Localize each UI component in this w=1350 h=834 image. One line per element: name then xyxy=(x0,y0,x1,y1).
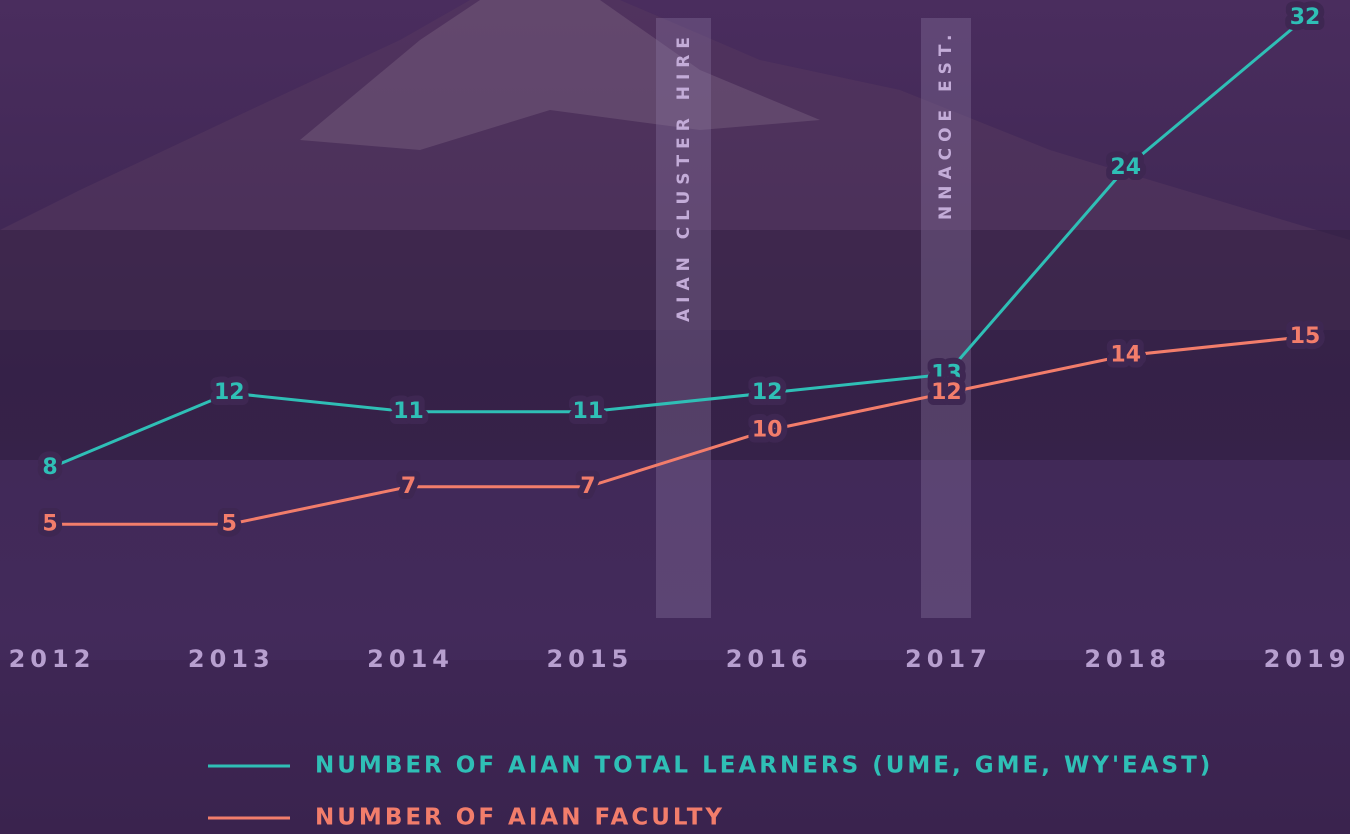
data-label: 7 xyxy=(580,474,595,499)
data-label: 15 xyxy=(1290,324,1321,349)
data-label: 5 xyxy=(42,511,57,536)
data-label: 7 xyxy=(401,474,416,499)
x-tick-label: 2014 xyxy=(367,645,454,673)
annotation: NNACOE EST. xyxy=(936,29,956,220)
x-tick-label: 2015 xyxy=(546,645,633,673)
data-label: 12 xyxy=(752,380,783,405)
data-label: 14 xyxy=(1110,343,1141,368)
legend-label: NUMBER OF AIAN FACULTY xyxy=(315,805,725,831)
x-tick-label: 2018 xyxy=(1084,645,1171,673)
x-tick-label: 2012 xyxy=(9,645,96,673)
annotation: AIAN CLUSTER HIRE xyxy=(674,31,694,322)
x-tick-label: 2019 xyxy=(1264,645,1350,673)
x-tick-label: 2013 xyxy=(188,645,275,673)
legend-label: NUMBER OF AIAN TOTAL LEARNERS (UME, GME,… xyxy=(315,753,1213,779)
chart: AIAN CLUSTER HIRE NNACOE EST. 2012 2013 20… xyxy=(0,0,1350,834)
data-label: 5 xyxy=(222,511,237,536)
data-label: 11 xyxy=(573,399,604,424)
data-label: 24 xyxy=(1110,155,1141,180)
data-label: 11 xyxy=(393,399,424,424)
data-label: 8 xyxy=(42,455,57,480)
data-label: 12 xyxy=(214,380,245,405)
x-tick-label: 2017 xyxy=(905,645,992,673)
data-label: 12 xyxy=(931,380,962,405)
data-label: 10 xyxy=(752,418,783,443)
x-tick-label: 2016 xyxy=(726,645,813,673)
data-label: 32 xyxy=(1290,5,1321,30)
